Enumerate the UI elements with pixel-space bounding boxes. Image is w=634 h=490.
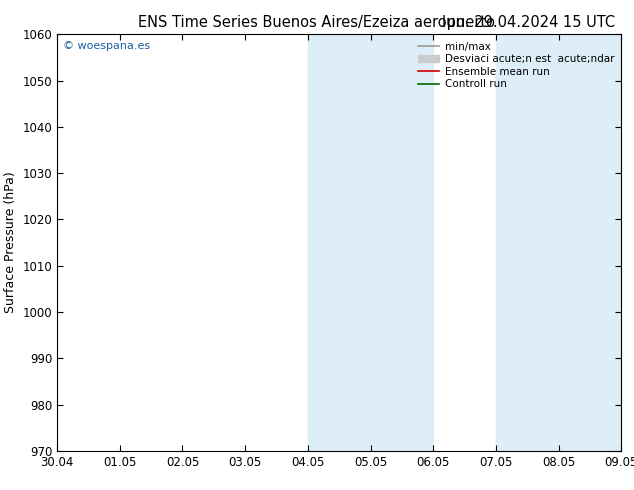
Legend: min/max, Desviaci acute;n est  acute;ndar, Ensemble mean run, Controll run: min/max, Desviaci acute;n est acute;ndar… <box>417 40 616 92</box>
Bar <box>559 34 621 451</box>
Text: © woespana.es: © woespana.es <box>63 41 150 50</box>
Text: lun. 29.04.2024 15 UTC: lun. 29.04.2024 15 UTC <box>442 15 615 30</box>
Y-axis label: Surface Pressure (hPa): Surface Pressure (hPa) <box>4 172 17 314</box>
Bar <box>496 34 559 451</box>
Text: ENS Time Series Buenos Aires/Ezeiza aeropuerto: ENS Time Series Buenos Aires/Ezeiza aero… <box>138 15 496 30</box>
Bar <box>370 34 433 451</box>
Bar <box>308 34 370 451</box>
